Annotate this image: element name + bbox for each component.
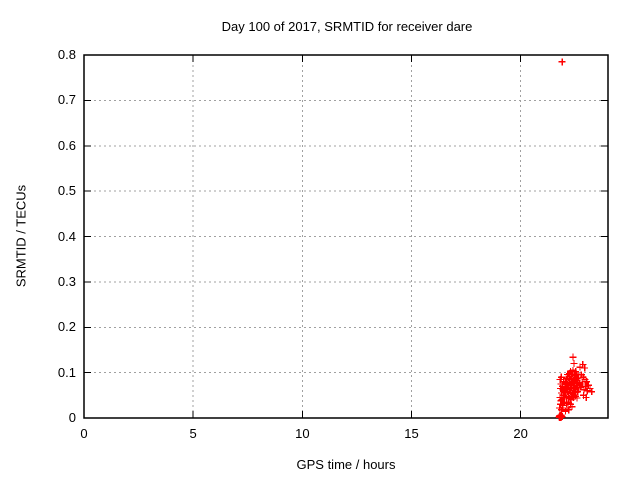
data-point-marker (579, 360, 587, 368)
y-tick-label: 0.2 (57, 319, 76, 335)
data-point-marker (572, 368, 580, 376)
data-point-marker (558, 413, 566, 421)
data-point-marker (561, 407, 569, 415)
data-point-marker (582, 382, 590, 390)
x-tick-label: 0 (80, 426, 88, 441)
data-point-marker (569, 353, 577, 361)
y-tick-label: 0.3 (57, 273, 76, 289)
y-tick-label: 0.5 (57, 183, 76, 199)
data-point-marker (583, 378, 591, 386)
data-point-marker (565, 406, 573, 414)
data-point-marker (570, 360, 578, 368)
y-tick-label: 0.1 (57, 364, 76, 380)
x-tick-label: 5 (189, 426, 197, 441)
data-point-marker (557, 380, 565, 388)
data-point-marker (559, 401, 567, 409)
x-tick-label: 20 (513, 426, 528, 441)
x-axis-label: GPS time / hours (296, 457, 396, 472)
x-tick-label: 15 (404, 426, 419, 441)
data-point-marker (557, 406, 565, 414)
data-point-marker (557, 373, 565, 381)
data-point-marker (558, 58, 566, 66)
plot-border (83, 54, 609, 419)
x-tick-label: 10 (295, 426, 310, 441)
y-tick-label: 0.6 (57, 137, 76, 153)
data-point-marker (557, 397, 565, 405)
data-point-marker (588, 388, 596, 396)
data-point-marker (573, 394, 581, 402)
y-tick-label: 0.7 (57, 92, 76, 108)
data-point-marker (583, 387, 591, 395)
chart-title: Day 100 of 2017, SRMTID for receiver dar… (221, 19, 473, 34)
data-point-marker (568, 403, 576, 411)
y-tick-label: 0 (68, 410, 76, 425)
data-point-marker (582, 394, 590, 402)
y-tick-label: 0.8 (57, 47, 76, 62)
y-tick-label: 0.4 (57, 228, 76, 244)
data-point-marker (581, 364, 589, 372)
